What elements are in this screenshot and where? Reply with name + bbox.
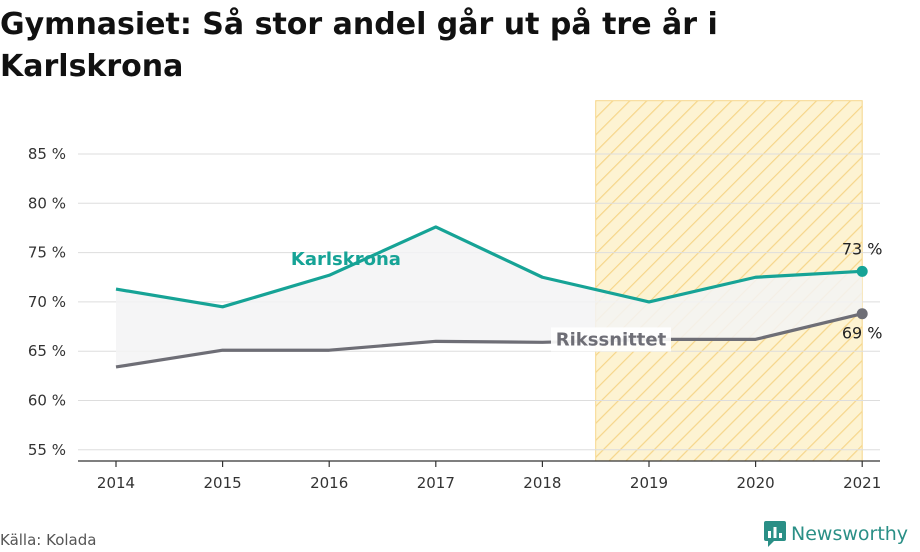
y-tick-label: 55 % (28, 441, 66, 459)
difference-band (116, 226, 863, 367)
series-line-rikssnittet (115, 312, 863, 369)
x-tick-label: 2018 (523, 474, 561, 492)
endpoint-rikssnittet (856, 308, 868, 320)
x-tick-label: 2015 (204, 474, 242, 492)
series-label-rikssnittet: Rikssnittet (556, 329, 667, 350)
x-tick-label: 2020 (737, 474, 775, 492)
y-tick-label: 65 % (28, 342, 66, 360)
x-tick-label: 2019 (630, 474, 668, 492)
series-line-karlskrona (115, 225, 863, 309)
y-tick-label: 60 % (28, 392, 66, 410)
y-tick-label: 70 % (28, 293, 66, 311)
newsworthy-icon (764, 521, 786, 547)
y-tick-label: 75 % (28, 244, 66, 262)
y-tick-label: 80 % (28, 194, 66, 212)
end-label-karlskrona: 73 % (842, 239, 883, 258)
series-label-bg (551, 327, 671, 352)
brand-name: Newsworthy (791, 523, 909, 545)
x-tick-label: 2014 (97, 474, 135, 492)
x-tick-label: 2016 (310, 474, 348, 492)
newsworthy-logo: Newsworthy (764, 521, 908, 547)
end-label-rikssnittet: 69 % (842, 324, 883, 343)
y-tick-label: 85 % (28, 145, 66, 163)
series-label-karlskrona: Karlskrona (291, 249, 401, 270)
endpoint-karlskrona (856, 265, 868, 277)
x-tick-label: 2021 (843, 474, 881, 492)
source-note: Källa: Kolada (0, 531, 97, 549)
x-tick-label: 2017 (417, 474, 455, 492)
chart-title: Gymnasiet: Så stor andel går ut på tre å… (0, 7, 718, 84)
